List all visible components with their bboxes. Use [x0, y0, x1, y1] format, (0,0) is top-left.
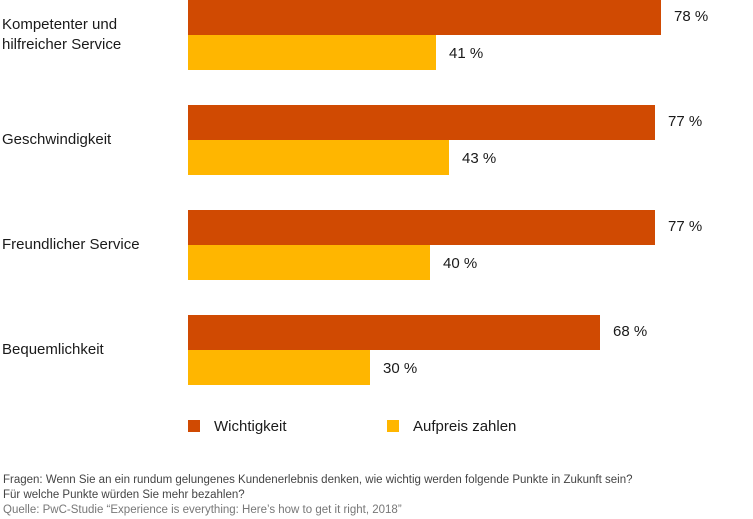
legend-label-aufpreis: Aufpreis zahlen	[413, 417, 517, 435]
bar	[188, 0, 661, 35]
legend-label-wichtigkeit: Wichtigkeit	[214, 417, 287, 435]
legend-swatch-aufpreis	[387, 420, 399, 432]
bar	[188, 245, 430, 280]
bar-chart: Kompetenter und hilfreicher Service 78 % 41…	[2, 0, 709, 385]
legend-swatch-wichtigkeit	[188, 420, 200, 432]
bar	[188, 350, 370, 385]
bar	[188, 35, 436, 70]
category-label: Freundlicher Service	[2, 235, 140, 255]
data-label: 30 %	[383, 360, 418, 377]
data-label: 40 %	[443, 255, 478, 272]
category-label-line: Geschwindigkeit	[2, 131, 112, 148]
data-label: 41 %	[449, 45, 484, 62]
data-label: 77 %	[668, 218, 703, 235]
category-label-line: Freundlicher Service	[2, 236, 140, 253]
data-label: 68 %	[613, 323, 648, 340]
category-label: Kompetenter und hilfreicher Service	[2, 15, 121, 55]
question-line-1: Fragen: Wenn Sie an ein rundum gelungene…	[3, 474, 633, 486]
category-label-line: hilfreicher Service	[2, 36, 122, 53]
category-label-line: Kompetenter und	[2, 16, 118, 33]
bar	[188, 140, 449, 175]
legend-item-aufpreis: Aufpreis zahlen	[387, 416, 516, 436]
category-label: Geschwindigkeit	[2, 130, 111, 150]
question-line-2: Für welche Punkte würden Sie mehr bezahl…	[3, 489, 245, 501]
source-note: Quelle: PwC-Studie “Experience is everyt…	[3, 504, 402, 516]
bar	[188, 105, 655, 140]
category-label-line: Bequemlichkeit	[2, 341, 104, 358]
data-label: 78 %	[674, 8, 709, 25]
data-label: 77 %	[668, 113, 703, 130]
bar	[188, 210, 655, 245]
category-label: Bequemlichkeit	[2, 340, 104, 360]
bar	[188, 315, 600, 350]
legend-item-wichtigkeit: Wichtigkeit	[188, 416, 287, 436]
data-label: 43 %	[462, 150, 497, 167]
